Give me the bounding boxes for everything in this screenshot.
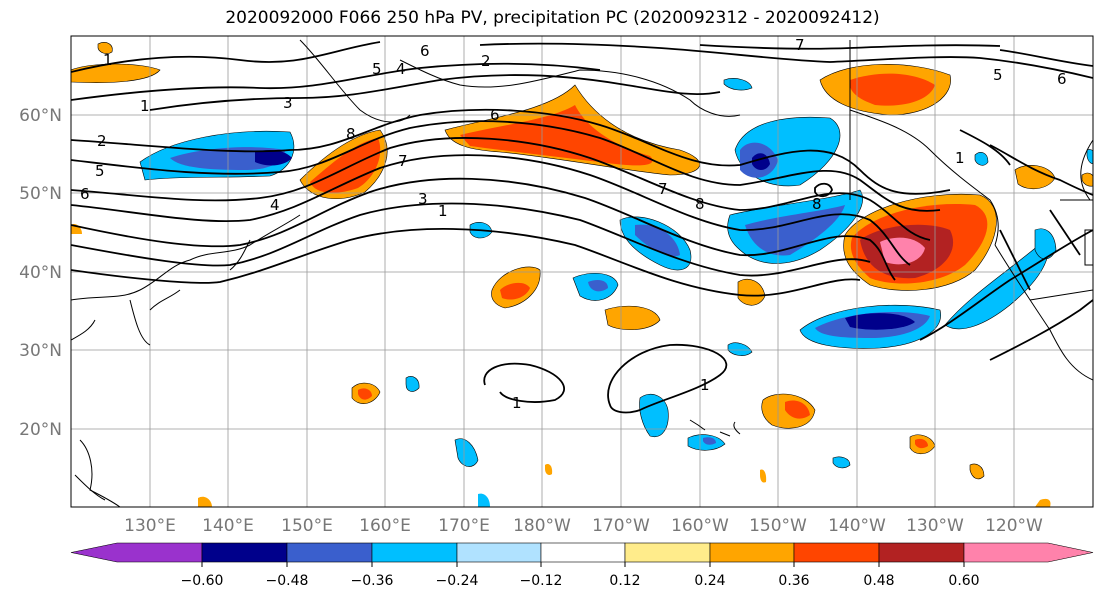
contour-label: 5 — [993, 66, 1003, 84]
lon-label: 140°W — [828, 516, 886, 536]
lat-label: 20°N — [19, 420, 62, 440]
contour-label: 1 — [512, 394, 522, 412]
lon-label: 170°W — [592, 516, 650, 536]
colorbar-cell — [70, 542, 203, 563]
colorbar-tick-label: 0.48 — [863, 573, 894, 589]
lon-label: 120°W — [985, 516, 1043, 536]
colorbar-cell — [793, 542, 880, 563]
contour-label: 7 — [398, 152, 408, 170]
precip-shading — [71, 42, 1093, 507]
colorbar-tick-label: 0.24 — [694, 573, 725, 589]
colorbar-tick-label: −0.36 — [351, 573, 394, 589]
contour-label: 1 — [438, 202, 448, 220]
lon-label: 180°W — [513, 516, 571, 536]
contour-label: 7 — [795, 36, 805, 54]
contour-labels: 1 5 4 6 2 7 5 6 1 3 2 5 6 4 8 7 6 7 8 3 … — [80, 36, 1067, 412]
contour-label: 5 — [372, 60, 382, 78]
contour-label: 4 — [270, 196, 280, 214]
plot-title: 2020092000 F066 250 hPa PV, precipitatio… — [225, 8, 880, 28]
colorbar-tick-label: 0.36 — [778, 573, 809, 589]
contour-label: 7 — [658, 180, 668, 198]
contour-label: 8 — [812, 195, 822, 213]
graticule — [71, 36, 1093, 507]
lon-label: 150°E — [281, 516, 333, 536]
contour-label: 4 — [396, 60, 406, 78]
contour-label: 6 — [1057, 70, 1067, 88]
contour-label: 2 — [97, 132, 107, 150]
colorbar-cell — [286, 542, 373, 563]
contour-label: 1 — [140, 97, 150, 115]
colorbar-cell — [201, 542, 288, 563]
colorbar-tick-label: −0.12 — [520, 573, 563, 589]
colorbar-tick-label: −0.60 — [181, 573, 224, 589]
colorbar-cell — [371, 542, 458, 563]
coastlines — [71, 39, 1093, 507]
contour-label: 8 — [695, 195, 705, 213]
contour-label: 3 — [418, 190, 428, 208]
map-frame — [70, 35, 1094, 508]
colorbar-ticks — [201, 562, 965, 567]
contour-label: 5 — [95, 162, 105, 180]
lat-label: 40°N — [19, 263, 62, 283]
colorbar-cell — [624, 542, 711, 563]
map-content: 1 5 4 6 2 7 5 6 1 3 2 5 6 4 8 7 6 7 8 3 … — [71, 36, 1093, 507]
contour-label: 8 — [346, 125, 356, 143]
contour-label: 6 — [490, 106, 500, 124]
lon-label: 160°E — [359, 516, 411, 536]
pv-contours — [71, 41, 1093, 414]
contour-label: 2 — [481, 52, 491, 70]
colorbar-tick-label: −0.24 — [436, 573, 479, 589]
contour-label: 1 — [955, 149, 965, 167]
colorbar-cell — [456, 542, 542, 563]
colorbar-tick-label: −0.48 — [266, 573, 309, 589]
contour-label: 1 — [103, 51, 113, 69]
colorbar-tick-label: 0.12 — [609, 573, 640, 589]
longitude-labels: 130°E 140°E 150°E 160°E 170°E 180°W 170°… — [124, 516, 1043, 536]
lon-label: 140°E — [202, 516, 254, 536]
colorbar-cell — [540, 542, 626, 563]
contour-label: 6 — [80, 185, 90, 203]
contour-label: 1 — [700, 376, 710, 394]
colorbar-tick-label: 0.60 — [948, 573, 979, 589]
colorbar-cell — [709, 542, 795, 563]
lon-label: 130°E — [124, 516, 176, 536]
lon-label: 160°W — [671, 516, 729, 536]
lon-label: 130°W — [906, 516, 964, 536]
colorbar-cell — [878, 542, 965, 563]
lon-label: 170°E — [438, 516, 490, 536]
lon-label: 150°W — [749, 516, 807, 536]
latitude-labels: 60°N 50°N 40°N 30°N 20°N — [19, 106, 62, 440]
colorbar-labels: −0.60 −0.48 −0.36 −0.24 −0.12 0.12 0.24 … — [181, 573, 980, 589]
contour-label: 6 — [420, 42, 430, 60]
lat-label: 50°N — [19, 184, 62, 204]
colorbar — [70, 542, 1094, 563]
colorbar-cell — [963, 542, 1094, 563]
lat-label: 30°N — [19, 341, 62, 361]
lat-label: 60°N — [19, 106, 62, 126]
contour-label: 3 — [283, 94, 293, 112]
